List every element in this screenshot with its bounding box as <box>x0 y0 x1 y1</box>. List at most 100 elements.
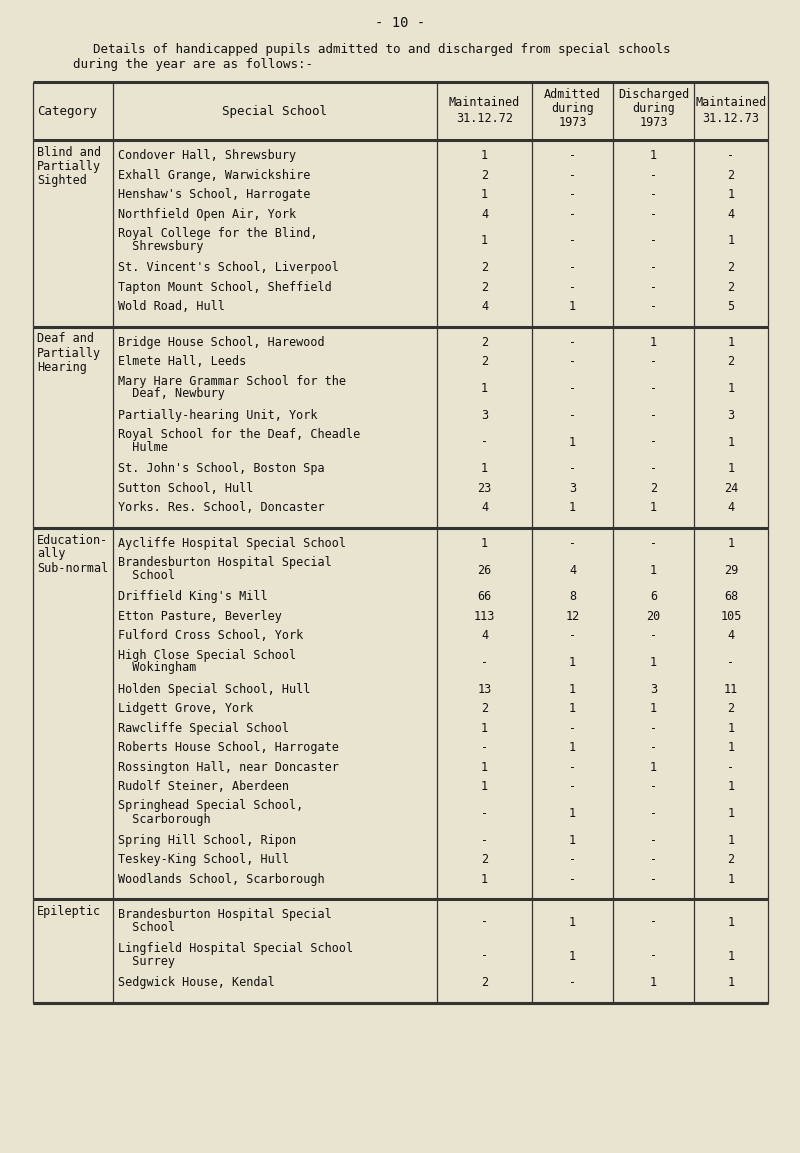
Text: -: - <box>481 950 488 963</box>
Text: 1: 1 <box>481 234 488 248</box>
Text: Hearing: Hearing <box>37 361 87 374</box>
Text: -: - <box>650 355 657 368</box>
Text: -: - <box>650 741 657 754</box>
Text: -: - <box>481 807 488 820</box>
Text: -: - <box>569 761 576 774</box>
Text: 2: 2 <box>481 355 488 368</box>
Text: 1: 1 <box>481 873 488 886</box>
Text: 1: 1 <box>569 436 576 449</box>
Text: 2: 2 <box>481 168 488 182</box>
Text: Epileptic: Epileptic <box>37 905 101 918</box>
Text: St. John's School, Boston Spa: St. John's School, Boston Spa <box>118 462 325 475</box>
Text: 1973: 1973 <box>639 116 668 129</box>
Text: 1: 1 <box>650 702 657 715</box>
Text: Surrey: Surrey <box>118 955 175 969</box>
Text: -: - <box>481 834 488 846</box>
Text: - 10 -: - 10 - <box>375 16 425 30</box>
Text: Brandesburton Hospital Special: Brandesburton Hospital Special <box>118 909 332 921</box>
Text: 4: 4 <box>481 630 488 642</box>
Text: -: - <box>650 409 657 422</box>
Text: 5: 5 <box>727 300 734 314</box>
Text: Scarborough: Scarborough <box>118 813 210 826</box>
Text: -: - <box>650 300 657 314</box>
Text: -: - <box>569 234 576 248</box>
Text: 1: 1 <box>727 382 734 395</box>
Text: 1: 1 <box>481 781 488 793</box>
Text: 29: 29 <box>724 564 738 576</box>
Text: -: - <box>650 208 657 220</box>
Text: 1: 1 <box>481 462 488 475</box>
Text: 1: 1 <box>481 149 488 163</box>
Text: 26: 26 <box>478 564 492 576</box>
Text: 2: 2 <box>481 702 488 715</box>
Text: 1: 1 <box>650 656 657 669</box>
Text: 11: 11 <box>724 683 738 695</box>
Text: 31.12.73: 31.12.73 <box>702 112 759 125</box>
Text: 4: 4 <box>481 208 488 220</box>
Text: 12: 12 <box>566 610 580 623</box>
Text: Rudolf Steiner, Aberdeen: Rudolf Steiner, Aberdeen <box>118 781 289 793</box>
Text: 1: 1 <box>727 741 734 754</box>
Text: -: - <box>650 807 657 820</box>
Text: 20: 20 <box>646 610 661 623</box>
Text: 24: 24 <box>724 482 738 495</box>
Text: Aycliffe Hospital Special School: Aycliffe Hospital Special School <box>118 537 346 550</box>
Text: -: - <box>569 462 576 475</box>
Text: Details of handicapped pupils admitted to and discharged from special schools: Details of handicapped pupils admitted t… <box>93 43 670 56</box>
Text: -: - <box>650 537 657 550</box>
Text: 4: 4 <box>481 502 488 514</box>
Text: 1: 1 <box>650 761 657 774</box>
Text: 1: 1 <box>481 722 488 734</box>
Text: -: - <box>650 436 657 449</box>
Text: 2: 2 <box>727 280 734 294</box>
Text: School: School <box>118 568 175 582</box>
Text: -: - <box>650 781 657 793</box>
Text: 1: 1 <box>650 149 657 163</box>
Text: 1: 1 <box>569 741 576 754</box>
Text: St. Vincent's School, Liverpool: St. Vincent's School, Liverpool <box>118 262 339 274</box>
Text: 1: 1 <box>727 873 734 886</box>
Text: 1: 1 <box>650 977 657 989</box>
Text: Shrewsbury: Shrewsbury <box>118 240 203 253</box>
Text: 31.12.72: 31.12.72 <box>456 112 513 125</box>
Text: 3: 3 <box>727 409 734 422</box>
Text: -: - <box>569 873 576 886</box>
Text: -: - <box>569 280 576 294</box>
Text: Sighted: Sighted <box>37 174 87 187</box>
Text: -: - <box>650 834 657 846</box>
Text: Woodlands School, Scarborough: Woodlands School, Scarborough <box>118 873 325 886</box>
Text: Wokingham: Wokingham <box>118 662 196 675</box>
Text: 1973: 1973 <box>558 116 586 129</box>
Text: 1: 1 <box>727 834 734 846</box>
Text: 4: 4 <box>727 502 734 514</box>
Text: Bridge House School, Harewood: Bridge House School, Harewood <box>118 336 325 348</box>
Text: -: - <box>650 853 657 866</box>
Text: 2: 2 <box>481 977 488 989</box>
Text: Driffield King's Mill: Driffield King's Mill <box>118 590 268 603</box>
Text: 1: 1 <box>727 781 734 793</box>
Text: -: - <box>650 168 657 182</box>
Text: Hulme: Hulme <box>118 440 168 454</box>
Text: Spring Hill School, Ripon: Spring Hill School, Ripon <box>118 834 296 846</box>
Text: 1: 1 <box>727 537 734 550</box>
Text: -: - <box>481 741 488 754</box>
Text: Royal School for the Deaf, Cheadle: Royal School for the Deaf, Cheadle <box>118 428 360 440</box>
Text: -: - <box>569 781 576 793</box>
Text: -: - <box>569 722 576 734</box>
Text: Admitted: Admitted <box>544 88 601 101</box>
Text: 1: 1 <box>650 336 657 348</box>
Text: 1: 1 <box>727 977 734 989</box>
Text: 8: 8 <box>569 590 576 603</box>
Text: Sedgwick House, Kendal: Sedgwick House, Kendal <box>118 977 274 989</box>
Text: 4: 4 <box>727 208 734 220</box>
Text: 3: 3 <box>650 683 657 695</box>
Text: -: - <box>569 977 576 989</box>
Text: Maintained: Maintained <box>695 96 766 110</box>
Text: -: - <box>569 168 576 182</box>
Text: 13: 13 <box>478 683 492 695</box>
Text: Sub-normal: Sub-normal <box>37 562 108 574</box>
Text: 2: 2 <box>481 853 488 866</box>
Text: 1: 1 <box>727 807 734 820</box>
Text: Partially-hearing Unit, York: Partially-hearing Unit, York <box>118 409 318 422</box>
Text: Sutton School, Hull: Sutton School, Hull <box>118 482 254 495</box>
